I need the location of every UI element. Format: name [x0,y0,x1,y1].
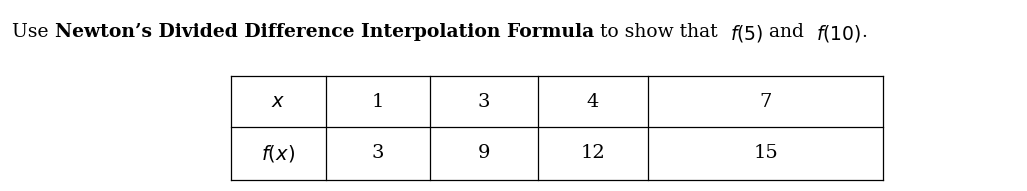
Text: 3: 3 [372,144,384,162]
Text: 1: 1 [372,93,384,111]
Text: 4: 4 [586,93,599,111]
Text: 9: 9 [478,144,490,162]
Text: $x$: $x$ [271,93,286,111]
Text: 15: 15 [754,144,778,162]
Text: and: and [763,23,815,41]
Text: Newton’s Divided Difference Interpolation Formula: Newton’s Divided Difference Interpolatio… [54,23,594,41]
Text: Use: Use [12,23,54,41]
Text: 7: 7 [760,93,772,111]
Text: $f(5)$: $f(5)$ [729,23,763,44]
Text: to show that: to show that [594,23,729,41]
Text: $f(10)$: $f(10)$ [815,23,862,44]
Text: .: . [862,23,867,41]
Text: $f(x)$: $f(x)$ [261,143,296,164]
Text: 3: 3 [478,93,490,111]
Text: 12: 12 [580,144,605,162]
